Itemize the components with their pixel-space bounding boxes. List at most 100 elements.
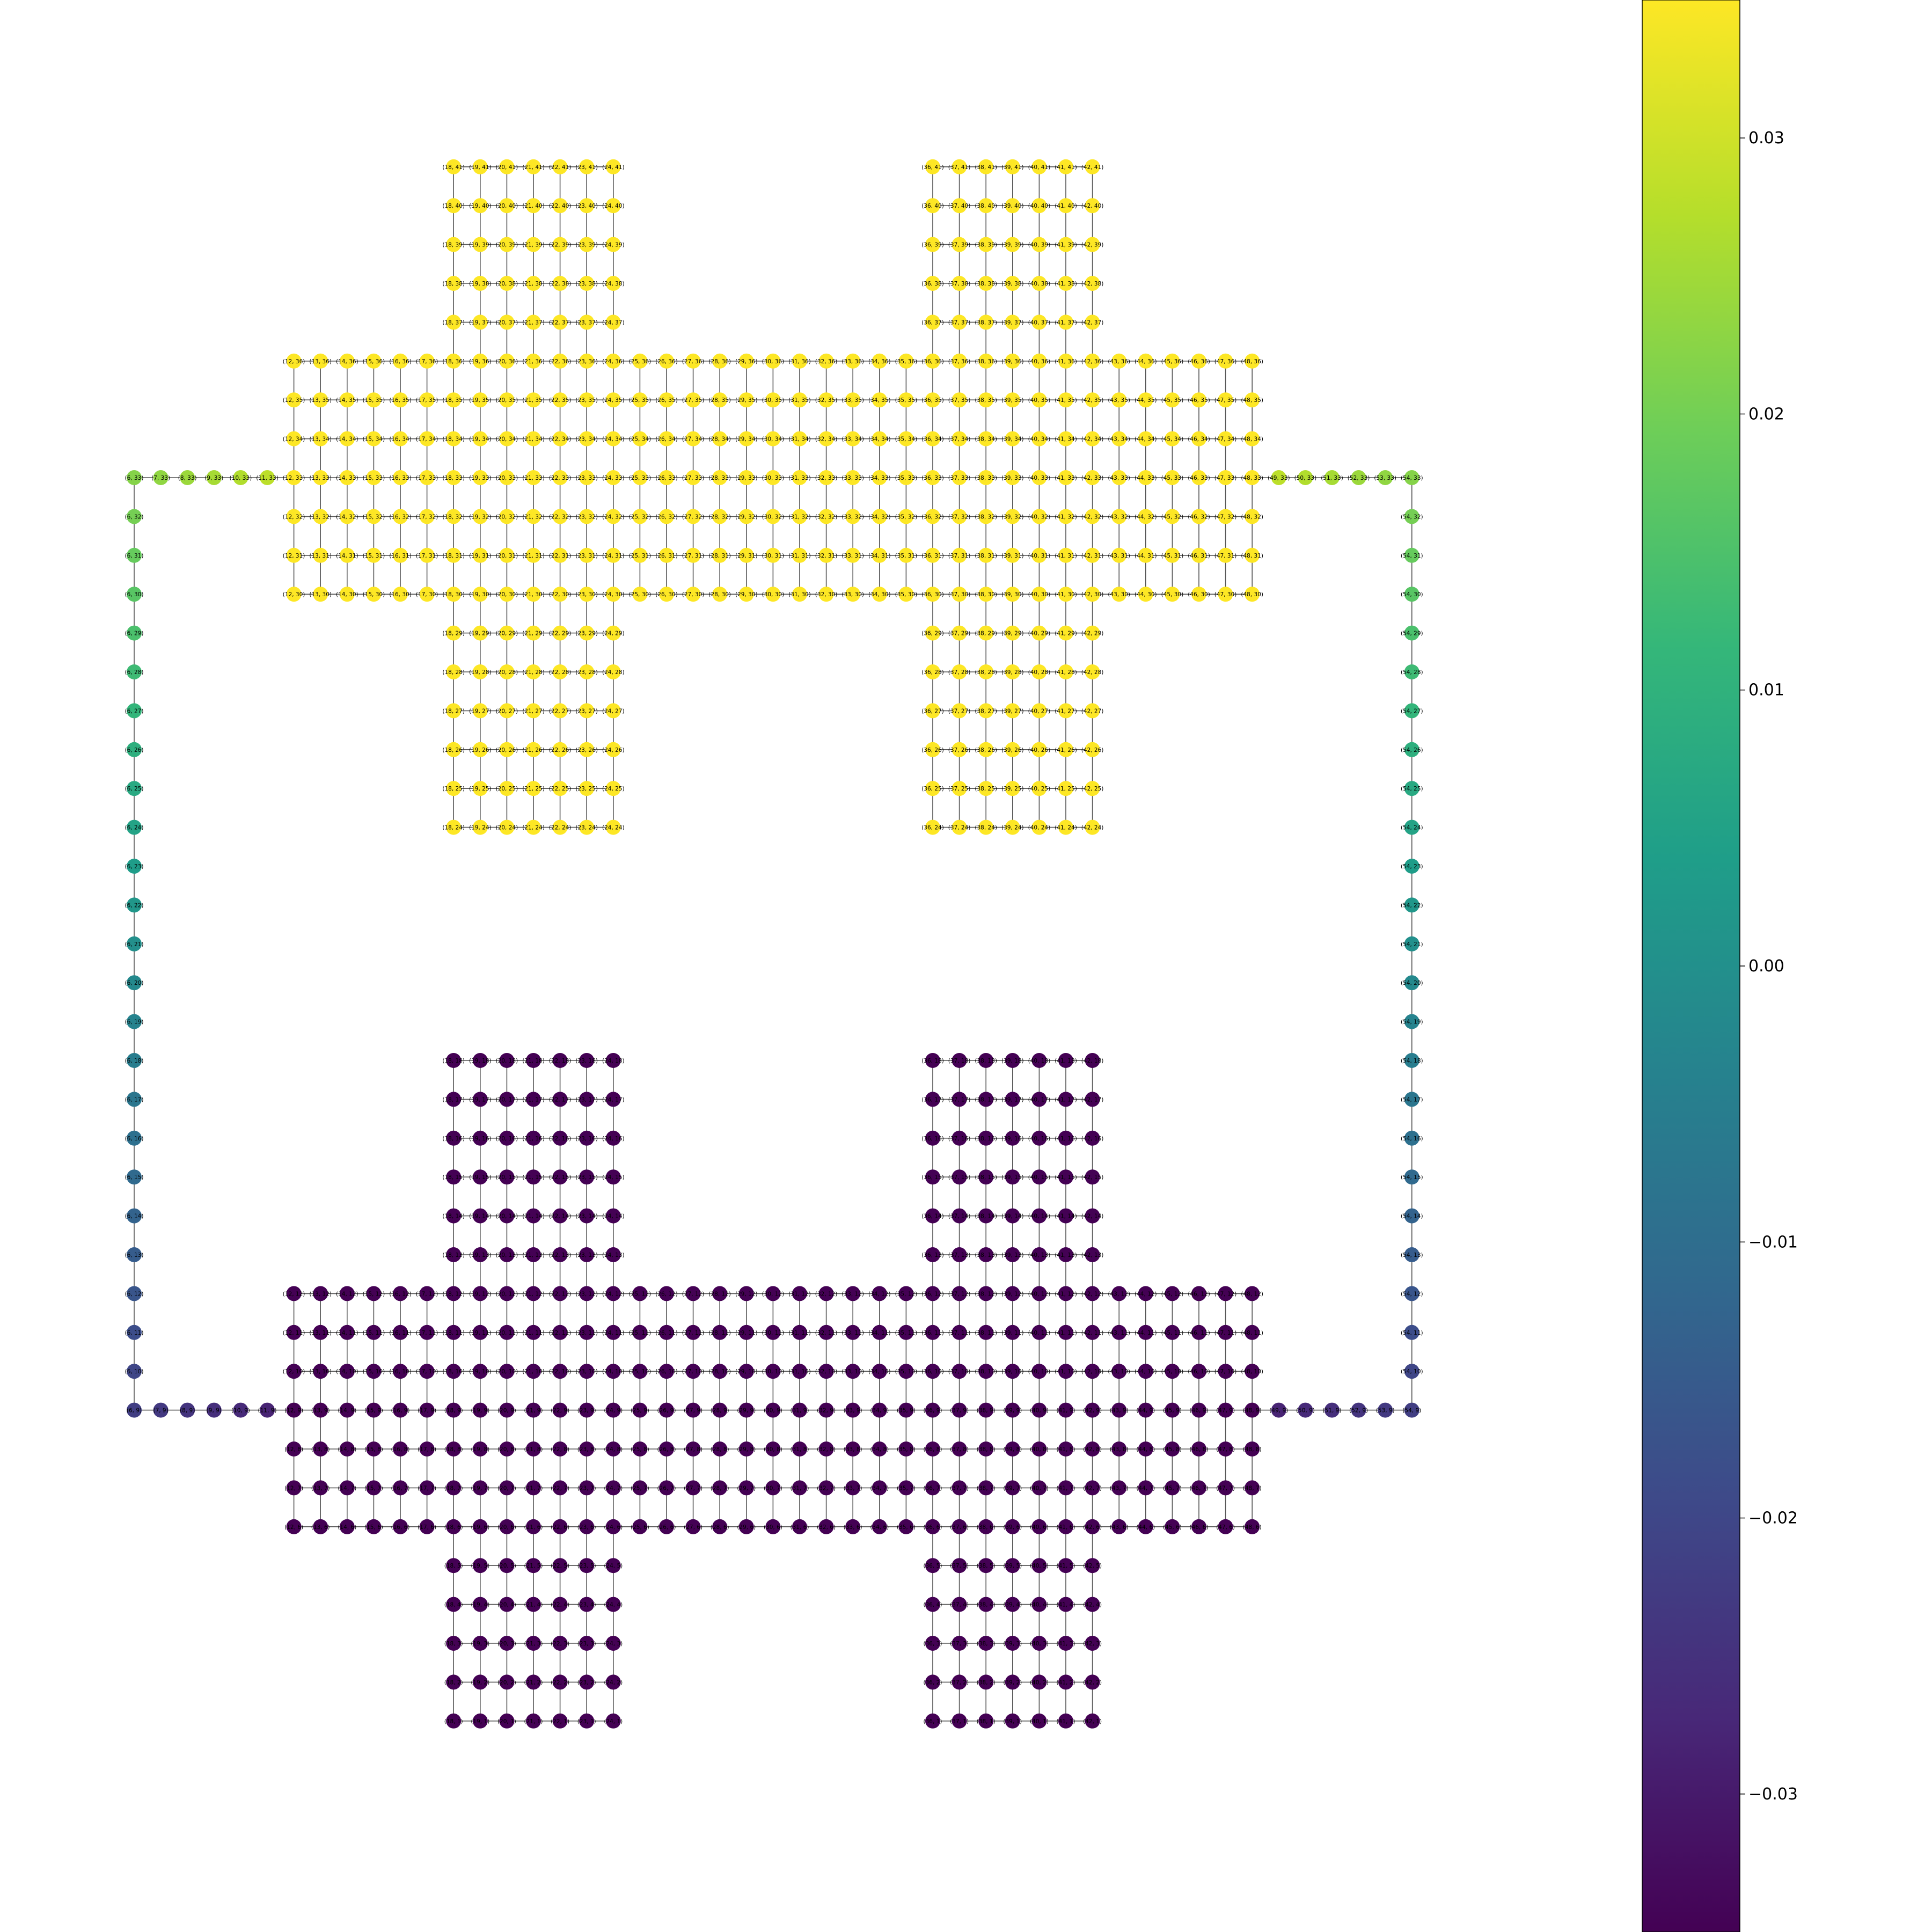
node-label: (13, 30) bbox=[309, 591, 332, 598]
graph-node bbox=[1245, 1519, 1260, 1534]
node-label: (18, 7) bbox=[444, 1485, 463, 1491]
node-label: (46, 7) bbox=[1190, 1485, 1209, 1491]
node-label: (45, 32) bbox=[1161, 514, 1184, 520]
node-label: (33, 9) bbox=[844, 1408, 862, 1414]
graph-node bbox=[1058, 1324, 1073, 1340]
graph-node bbox=[765, 509, 781, 524]
graph-node bbox=[978, 1247, 994, 1262]
node-label: (40, 3) bbox=[1030, 1641, 1049, 1647]
graph-node bbox=[472, 1441, 488, 1457]
node-label: (21, 27) bbox=[522, 708, 545, 714]
node-label: (23, 34) bbox=[575, 436, 598, 443]
graph-node bbox=[286, 353, 302, 369]
colorbar-tick-label: −0.02 bbox=[1748, 1509, 1798, 1528]
graph-node bbox=[339, 1402, 355, 1418]
node-label: (23, 29) bbox=[575, 631, 598, 637]
node-label: (21, 10) bbox=[522, 1368, 545, 1375]
node-label: (38, 28) bbox=[975, 669, 997, 676]
graph-node bbox=[1058, 1441, 1073, 1457]
node-label: (54, 29) bbox=[1401, 631, 1423, 637]
graph-node bbox=[1058, 1169, 1073, 1185]
graph-node bbox=[1111, 1441, 1127, 1457]
node-label: (19, 13) bbox=[469, 1252, 492, 1258]
graph-node bbox=[393, 509, 408, 524]
node-label: (6, 21) bbox=[125, 941, 144, 948]
node-label: (12, 36) bbox=[283, 358, 305, 365]
graph-node bbox=[1245, 353, 1260, 369]
node-label: (31, 31) bbox=[788, 553, 811, 559]
node-label: (20, 2) bbox=[497, 1679, 516, 1686]
graph-node bbox=[1138, 1364, 1153, 1379]
graph-node bbox=[286, 1441, 302, 1457]
graph-node bbox=[1005, 392, 1020, 408]
graph-node bbox=[1245, 1441, 1260, 1457]
graph-node bbox=[1404, 1324, 1419, 1340]
node-label: (54, 32) bbox=[1401, 514, 1423, 520]
node-label: (19, 6) bbox=[471, 1524, 489, 1531]
graph-node bbox=[952, 392, 967, 408]
colorbar-tick-label: −0.01 bbox=[1748, 1233, 1798, 1252]
graph-node bbox=[792, 392, 807, 408]
node-label: (40, 13) bbox=[1028, 1252, 1051, 1258]
node-label: (46, 12) bbox=[1188, 1291, 1210, 1297]
node-label: (40, 17) bbox=[1028, 1096, 1051, 1103]
node-label: (29, 34) bbox=[735, 436, 758, 443]
node-label: (39, 8) bbox=[1003, 1446, 1022, 1453]
node-label: (11, 9) bbox=[258, 1408, 277, 1414]
node-label: (20, 31) bbox=[496, 553, 518, 559]
node-label: (13, 33) bbox=[309, 475, 332, 481]
node-label: (46, 11) bbox=[1188, 1330, 1210, 1336]
node-label: (22, 32) bbox=[549, 514, 572, 520]
node-label: (46, 6) bbox=[1190, 1524, 1209, 1531]
node-label: (20, 8) bbox=[497, 1446, 516, 1453]
graph-node bbox=[552, 1402, 568, 1418]
node-label: (22, 27) bbox=[549, 708, 572, 714]
graph-node bbox=[552, 1053, 568, 1068]
node-label: (39, 18) bbox=[1001, 1058, 1024, 1064]
graph-node bbox=[605, 1519, 621, 1534]
graph-node bbox=[419, 1364, 435, 1379]
node-label: (50, 9) bbox=[1296, 1408, 1315, 1414]
graph-node bbox=[1191, 353, 1206, 369]
node-label: (22, 39) bbox=[549, 242, 572, 248]
graph-node bbox=[1111, 1519, 1127, 1534]
node-label: (20, 4) bbox=[497, 1602, 516, 1608]
node-label: (42, 25) bbox=[1081, 786, 1104, 792]
node-label: (39, 38) bbox=[1001, 281, 1024, 287]
graph-node bbox=[393, 587, 408, 602]
graph-node bbox=[1005, 625, 1020, 641]
graph-node bbox=[419, 1402, 435, 1418]
graph-node bbox=[659, 470, 674, 485]
graph-node bbox=[552, 1713, 568, 1729]
node-label: (42, 8) bbox=[1083, 1446, 1102, 1453]
node-label: (38, 8) bbox=[977, 1446, 996, 1453]
graph-node bbox=[1218, 1480, 1233, 1496]
graph-node bbox=[1031, 198, 1047, 214]
graph-node bbox=[952, 314, 967, 330]
node-label: (33, 33) bbox=[841, 475, 864, 481]
graph-node bbox=[605, 664, 621, 679]
node-label: (24, 15) bbox=[602, 1174, 625, 1181]
node-label: (20, 10) bbox=[496, 1368, 518, 1375]
graph-node bbox=[792, 1324, 807, 1340]
graph-node bbox=[605, 509, 621, 524]
node-label: (25, 12) bbox=[629, 1291, 652, 1297]
node-label: (26, 32) bbox=[655, 514, 678, 520]
graph-node bbox=[472, 1674, 488, 1690]
graph-node bbox=[499, 198, 515, 214]
node-label: (51, 9) bbox=[1323, 1408, 1342, 1414]
graph-node bbox=[472, 1519, 488, 1534]
node-label: (16, 11) bbox=[389, 1330, 412, 1336]
node-label: (26, 31) bbox=[655, 553, 678, 559]
graph-node bbox=[659, 1519, 674, 1534]
graph-node bbox=[313, 470, 328, 485]
node-label: (19, 41) bbox=[469, 164, 492, 171]
graph-node bbox=[1031, 237, 1047, 252]
node-label: (43, 34) bbox=[1108, 436, 1130, 443]
graph-node bbox=[579, 664, 595, 679]
node-label: (38, 2) bbox=[977, 1679, 996, 1686]
graph-node bbox=[1005, 819, 1020, 835]
node-label: (21, 34) bbox=[522, 436, 545, 443]
node-label: (25, 30) bbox=[629, 591, 652, 598]
node-label: (21, 26) bbox=[522, 747, 545, 753]
